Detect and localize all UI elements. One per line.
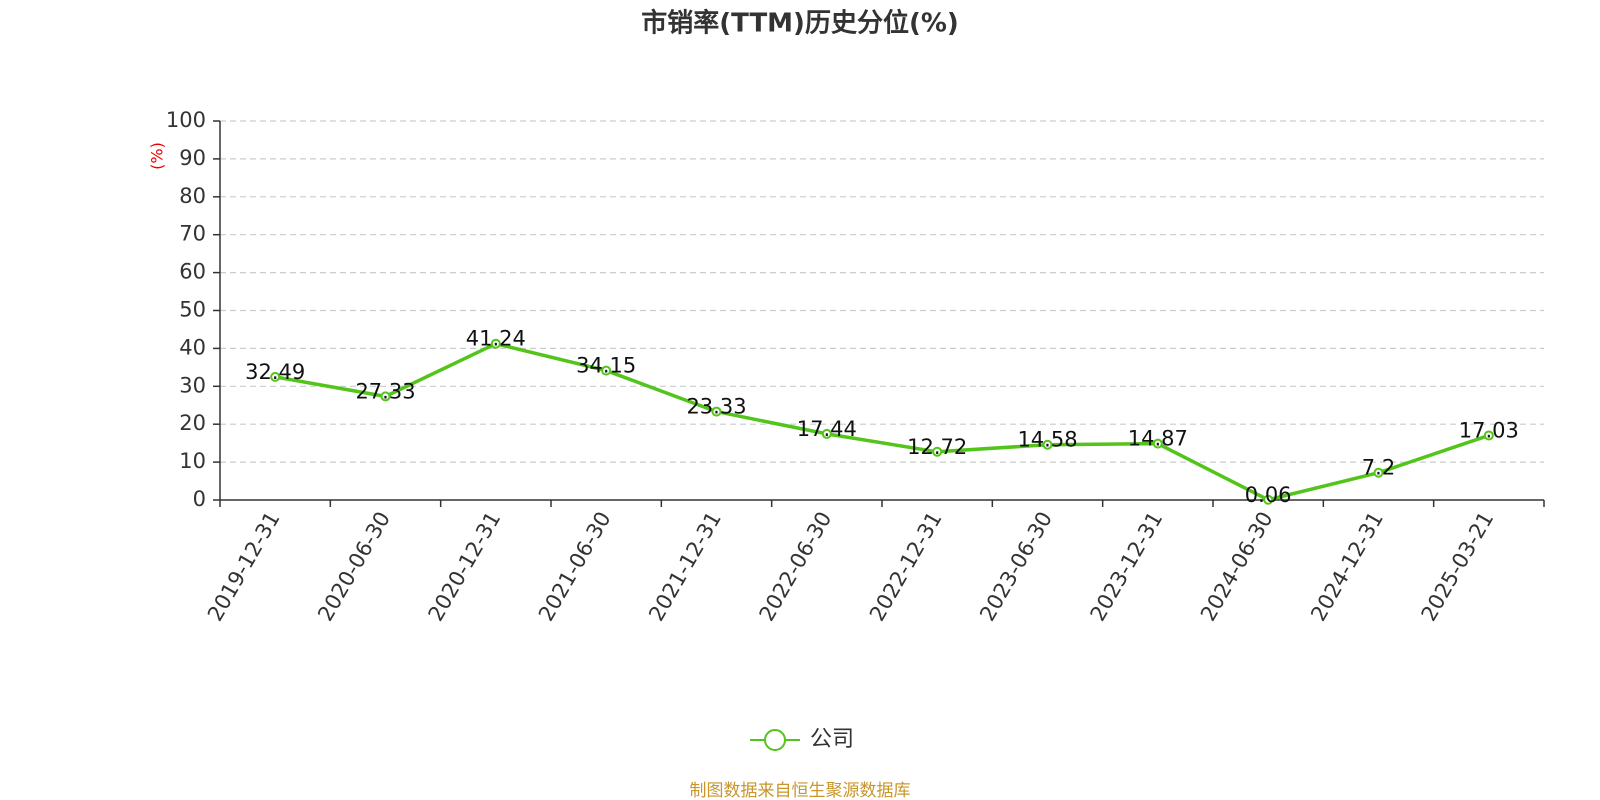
x-tick-label: 2023-06-30 bbox=[975, 508, 1057, 626]
data-point bbox=[270, 371, 281, 382]
x-tick-label: 2022-12-31 bbox=[865, 508, 947, 626]
x-tick-label: 2025-03-21 bbox=[1417, 508, 1499, 626]
value-label: 23.33 bbox=[686, 395, 746, 419]
y-tick-label: 70 bbox=[179, 222, 206, 246]
x-tick-label: 2019-12-31 bbox=[203, 508, 285, 626]
value-label: 7.2 bbox=[1362, 456, 1395, 480]
legend-marker bbox=[764, 729, 786, 751]
legend-label: 公司 bbox=[810, 727, 854, 752]
y-tick-label: 90 bbox=[179, 146, 206, 170]
data-point bbox=[932, 446, 943, 457]
value-label: 14.87 bbox=[1128, 427, 1188, 451]
chart-title: 市销率(TTM)历史分位(%) bbox=[641, 8, 959, 39]
value-label: 34.15 bbox=[576, 354, 636, 378]
data-point bbox=[1373, 467, 1384, 478]
y-tick-label: 10 bbox=[179, 449, 206, 473]
value-label: 17.03 bbox=[1459, 418, 1519, 442]
data-point bbox=[711, 406, 722, 417]
data-point bbox=[490, 338, 501, 349]
y-tick-label: 80 bbox=[179, 184, 206, 208]
x-tick-label: 2020-12-31 bbox=[424, 508, 506, 626]
y-tick-label: 30 bbox=[179, 373, 206, 397]
data-point bbox=[1263, 494, 1274, 505]
value-label: 0.06 bbox=[1245, 483, 1292, 507]
x-tick-label: 2020-06-30 bbox=[313, 508, 395, 626]
value-label: 14.58 bbox=[1017, 428, 1077, 452]
value-label: 32.49 bbox=[245, 360, 305, 384]
y-tick-label: 60 bbox=[179, 260, 206, 284]
value-label: 27.33 bbox=[355, 379, 415, 403]
x-tick-label: 2022-06-30 bbox=[755, 508, 837, 626]
y-tick-label: 40 bbox=[179, 335, 206, 359]
value-label: 41.24 bbox=[466, 327, 526, 351]
x-tick-label: 2024-12-31 bbox=[1306, 508, 1388, 626]
x-tick-label: 2023-12-31 bbox=[1086, 508, 1168, 626]
data-point bbox=[380, 391, 391, 402]
x-tick-label: 2021-12-31 bbox=[644, 508, 726, 626]
y-tick-label: 0 bbox=[193, 487, 206, 511]
data-point bbox=[601, 365, 612, 376]
value-label: 17.44 bbox=[797, 417, 857, 441]
y-tick-label: 100 bbox=[166, 108, 206, 132]
y-axis-label: (%) bbox=[148, 142, 167, 170]
series-line bbox=[274, 341, 1490, 502]
y-tick-label: 50 bbox=[179, 298, 206, 322]
y-tick-label: 20 bbox=[179, 411, 206, 435]
source-note: 制图数据来自恒生聚源数据库 bbox=[690, 781, 911, 800]
data-point bbox=[821, 428, 832, 439]
x-tick-label: 2024-06-30 bbox=[1196, 508, 1278, 626]
value-label: 12.72 bbox=[907, 435, 967, 459]
data-point bbox=[1483, 430, 1494, 441]
data-point bbox=[1152, 438, 1163, 449]
x-tick-label: 2021-06-30 bbox=[534, 508, 616, 626]
data-point bbox=[1042, 439, 1053, 450]
